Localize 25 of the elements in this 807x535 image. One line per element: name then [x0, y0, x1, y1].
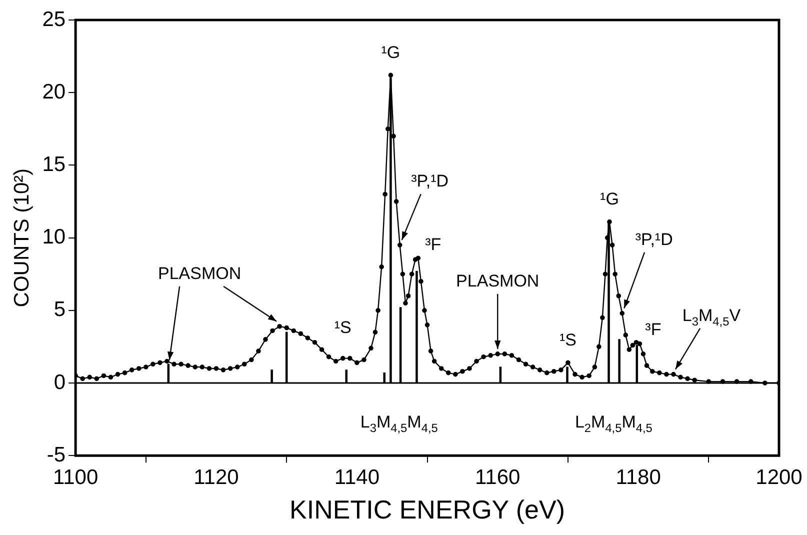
annotation: ³F — [425, 234, 442, 254]
annotation: PLASMON — [158, 264, 242, 284]
y-tick-label: 15 — [42, 152, 66, 176]
annotation: ¹G — [600, 190, 619, 209]
y-tick-label: 20 — [42, 80, 66, 104]
y-tick-label: 0 — [54, 370, 66, 394]
annotation: ¹S — [334, 318, 352, 338]
x-tick-label: 1100 — [52, 466, 98, 489]
annotation: ¹S — [559, 330, 576, 350]
x-tick-label: 1180 — [616, 466, 661, 489]
x-tick-label: 1160 — [475, 466, 520, 489]
annotation: ³P,¹D — [635, 230, 673, 249]
y-tick-label: 5 — [54, 298, 66, 322]
x-axis-title: KINETIC ENERGY (eV) — [290, 494, 566, 525]
annotation: ³F — [645, 320, 662, 340]
annotation: ¹G — [381, 42, 400, 62]
x-tick-label: 1120 — [194, 466, 239, 489]
y-tick-label: -5 — [46, 443, 66, 466]
y-axis-title: COUNTS (10²) — [10, 168, 34, 308]
y-tick-label: 25 — [42, 8, 66, 31]
annotation: ³P,¹D — [411, 172, 449, 191]
x-tick-label: 1140 — [334, 466, 380, 489]
x-tick-label: 1200 — [756, 466, 802, 489]
y-tick-label: 10 — [42, 226, 66, 249]
annotation: PLASMON — [456, 272, 540, 291]
